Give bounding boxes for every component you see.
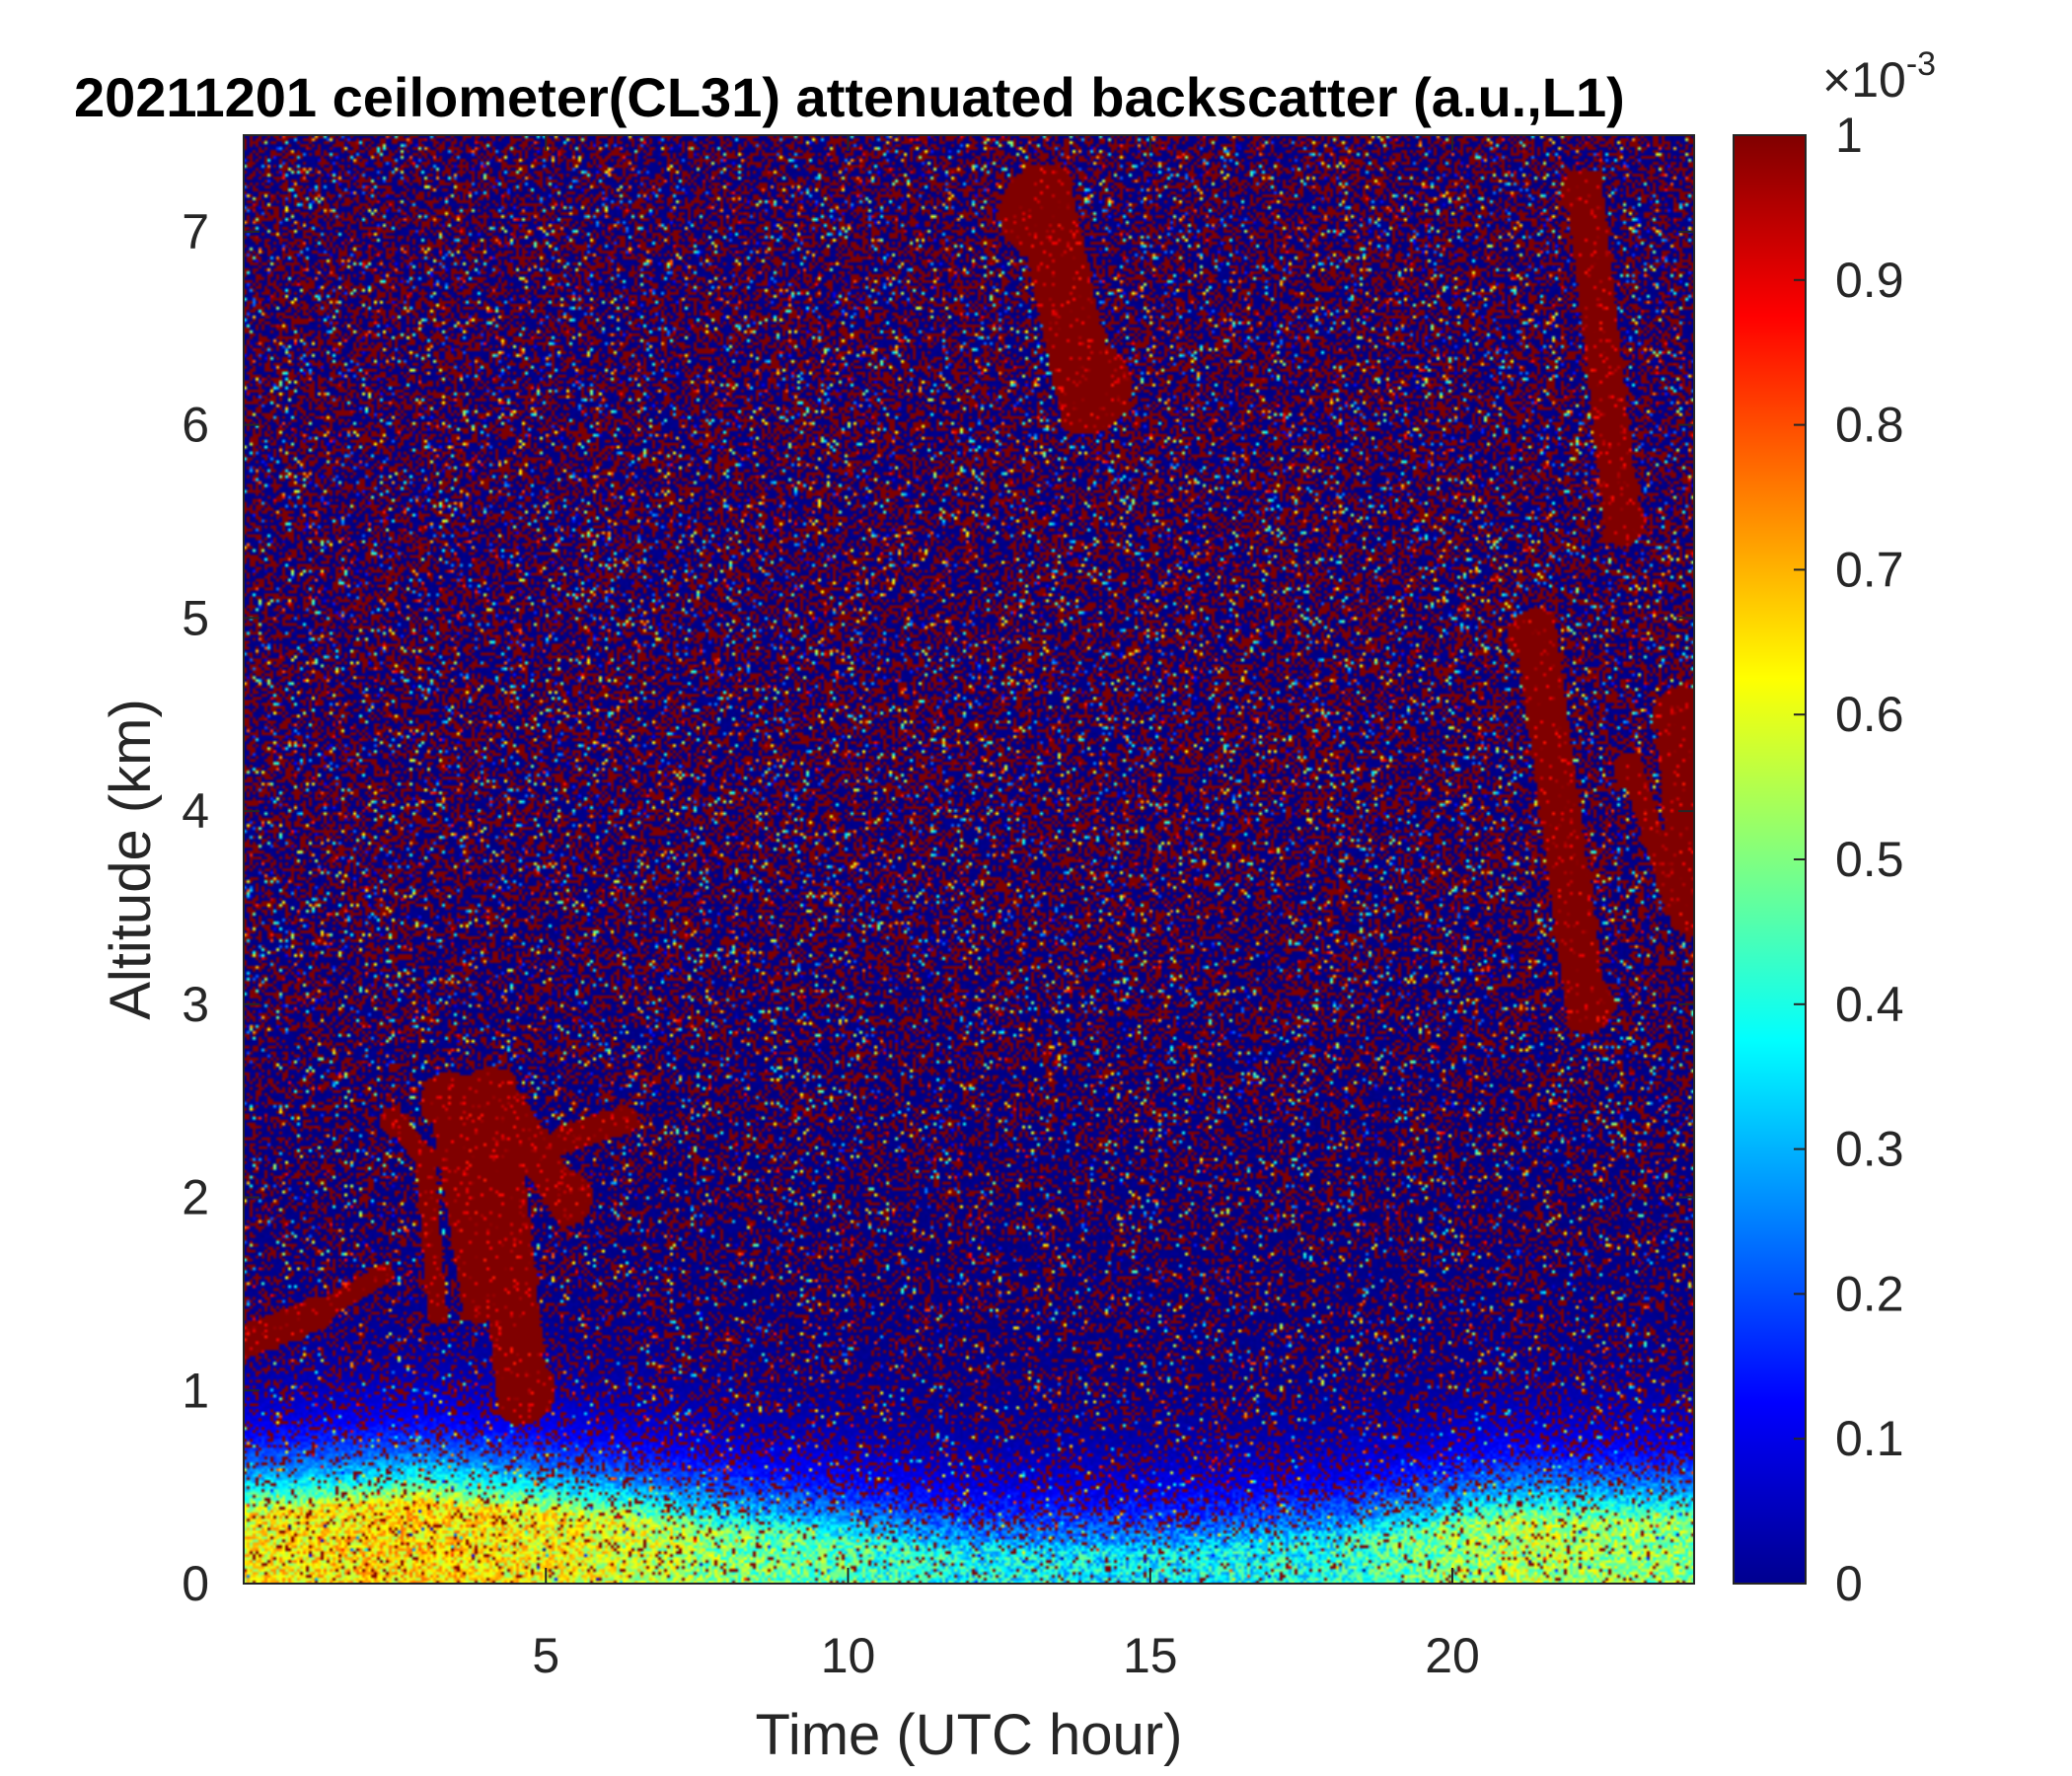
colorbar-tick-label: 1	[1835, 108, 1863, 163]
x-tick-label: 5	[532, 1628, 559, 1683]
x-tick-label: 20	[1425, 1628, 1480, 1683]
colorbar-tick-label: 0.5	[1835, 832, 1904, 887]
colorbar-tick-label: 0.4	[1835, 977, 1904, 1032]
y-tick-label: 7	[182, 204, 209, 259]
y-tick-label: 4	[182, 783, 209, 839]
colorbar-tick-label: 0.8	[1835, 398, 1904, 453]
y-tick-label: 3	[182, 977, 209, 1032]
chart-title: 20211201 ceilometer(CL31) attenuated bac…	[74, 66, 1625, 128]
y-tick-label: 2	[182, 1170, 209, 1225]
colorbar-multiplier-base: ×10	[1822, 52, 1906, 108]
y-tick-label: 0	[182, 1556, 209, 1611]
y-tick-label: 1	[182, 1363, 209, 1418]
colorbar-tick-label: 0.2	[1835, 1266, 1904, 1321]
y-tick-label: 6	[182, 398, 209, 453]
colorbar-tick-label: 0.7	[1835, 542, 1904, 597]
x-axis-label: Time (UTC hour)	[756, 1703, 1183, 1767]
y-tick-label: 5	[182, 590, 209, 645]
plot-frame	[243, 134, 1695, 1585]
colorbar-tick-label: 0.3	[1835, 1122, 1904, 1177]
backscatter-heatmap	[244, 135, 1694, 1584]
colorbar-tick-label: 0	[1835, 1556, 1863, 1611]
colorbar-tick-label: 0.6	[1835, 687, 1904, 742]
colorbar-tick-label: 0.1	[1835, 1411, 1904, 1466]
x-tick-label: 15	[1123, 1628, 1178, 1683]
plot-area: 5 10 15 20 0 1 2 3 4 5 6 7	[182, 134, 1695, 1683]
y-axis-label: Altitude (km)	[99, 699, 163, 1020]
colorbar-ticks: 0 0.1 0.2 0.3 0.4 0.5 0.6 0.7 0.8 0.9 1	[1794, 108, 1904, 1611]
colorbar: 0 0.1 0.2 0.3 0.4 0.5 0.6 0.7 0.8 0.9 1 ×10-3	[1733, 45, 1936, 1611]
colorbar-multiplier: ×10-3	[1822, 45, 1936, 108]
x-tick-label: 10	[821, 1628, 876, 1683]
colorbar-gradient	[1734, 135, 1806, 1584]
colorbar-exponent: -3	[1906, 45, 1936, 83]
colorbar-tick-label: 0.9	[1835, 253, 1904, 308]
y-axis-ticks: 0 1 2 3 4 5 6 7	[182, 204, 1694, 1611]
x-axis-ticks: 5 10 15 20	[532, 135, 1480, 1683]
